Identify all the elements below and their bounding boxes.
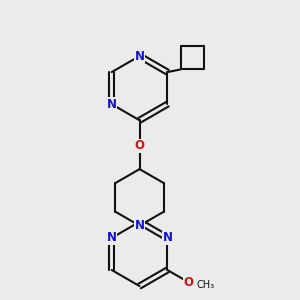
- Text: N: N: [135, 50, 145, 62]
- Text: N: N: [107, 98, 117, 111]
- Text: O: O: [135, 140, 145, 152]
- Text: N: N: [162, 231, 172, 244]
- Text: CH₃: CH₃: [196, 280, 214, 290]
- Text: O: O: [183, 276, 193, 289]
- Text: N: N: [107, 231, 117, 244]
- Text: N: N: [135, 219, 145, 232]
